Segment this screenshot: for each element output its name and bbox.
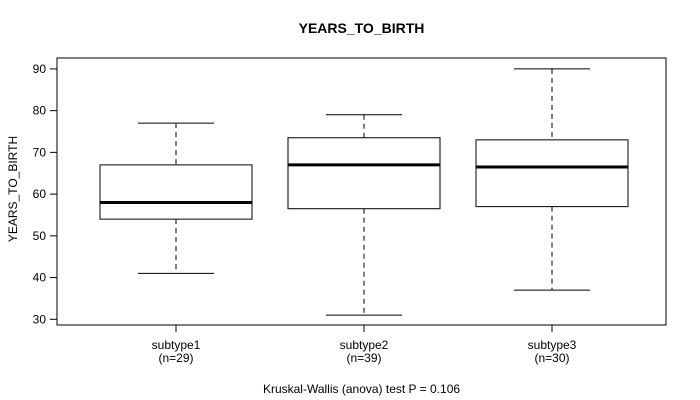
y-axis-tick-label: 60 (33, 187, 47, 201)
category-label-subtype2: subtype2 (340, 338, 389, 352)
y-axis-tick-label: 30 (33, 312, 47, 326)
category-label-subtype1: subtype1 (152, 338, 201, 352)
y-axis-tick-label: 40 (33, 271, 47, 285)
chart-title: YEARS_TO_BIRTH (298, 20, 425, 36)
y-axis-tick-label: 80 (33, 104, 47, 118)
y-axis-tick-label: 50 (33, 229, 47, 243)
y-axis-tick-label: 70 (33, 145, 47, 159)
iqr-box-subtype3 (475, 139, 629, 208)
category-count-label-subtype3: (n=30) (534, 351, 569, 365)
iqr-box-subtype1 (99, 164, 253, 220)
y-axis-tick-label: 90 (33, 62, 47, 76)
category-label-subtype3: subtype3 (528, 338, 577, 352)
plot-border (56, 57, 667, 326)
iqr-box-subtype2 (287, 137, 441, 210)
stats-caption: Kruskal-Wallis (anova) test P = 0.106 (262, 382, 461, 396)
category-count-label-subtype2: (n=39) (346, 351, 381, 365)
category-count-label-subtype1: (n=29) (158, 351, 193, 365)
